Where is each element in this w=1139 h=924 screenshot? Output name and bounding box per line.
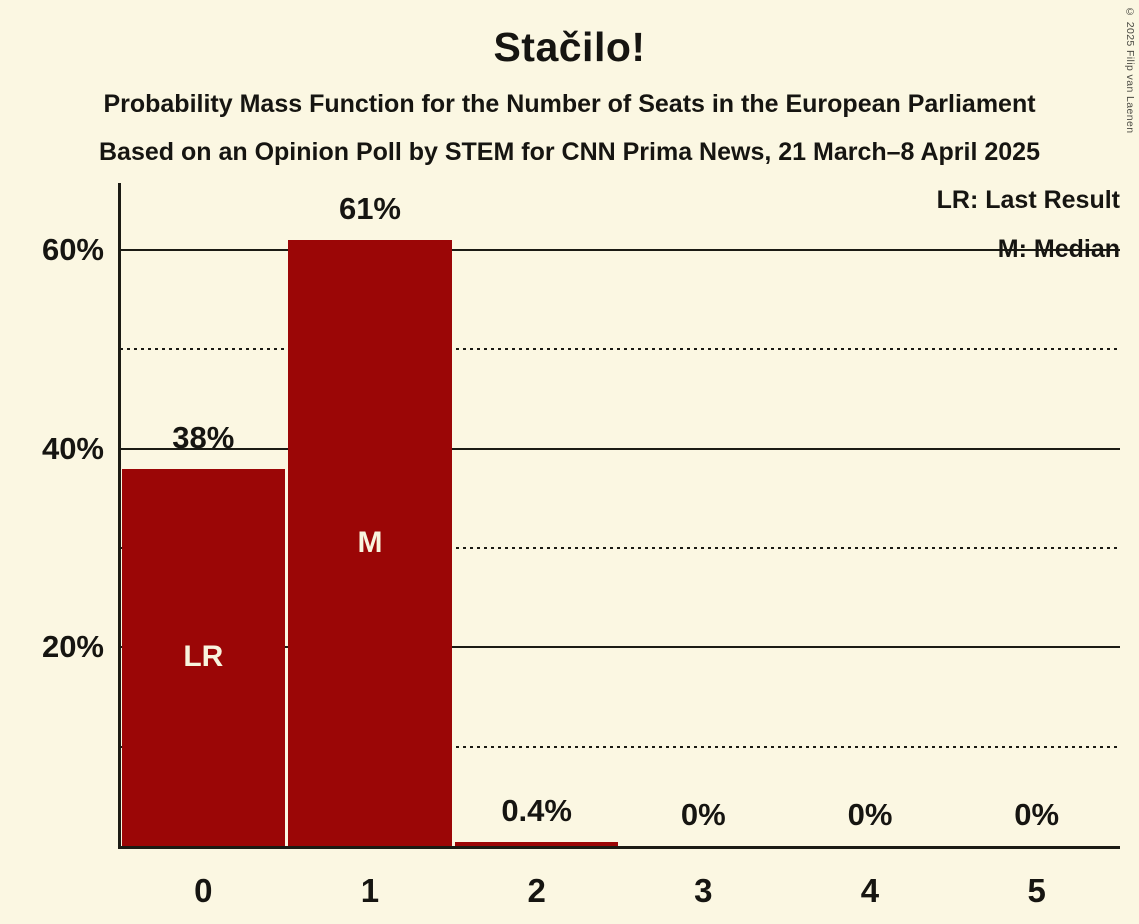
gridline-major-20pct: [120, 646, 1120, 649]
bar-seats-0: [121, 468, 286, 846]
x-axis-tick-label: 2: [527, 872, 546, 909]
chart-title: Stačilo!: [493, 24, 646, 70]
y-axis-tick-label: 40%: [41, 430, 104, 466]
gridline-major-60pct: [120, 249, 1120, 251]
bar-annotation-label-lr: LR: [183, 640, 224, 674]
x-axis-tick-label: 0: [194, 872, 213, 909]
bar-value-label-5: 0%: [1014, 797, 1060, 832]
bar-value-label-1: 61%: [338, 191, 401, 227]
bar-annotation-label-m: M: [357, 526, 383, 560]
x-axis-tick-label: 1: [360, 872, 380, 909]
y-axis-tick-label: 60%: [41, 232, 104, 267]
x-axis-tick-label: 4: [860, 872, 880, 909]
bar-value-label-2: 0.4%: [501, 793, 572, 829]
y-axis-line: [118, 183, 121, 849]
bar-value-label-4: 0%: [847, 797, 893, 832]
y-axis-tick-label: 20%: [41, 629, 104, 665]
bar-seats-2: [454, 842, 619, 846]
bar-seats-1: [288, 240, 452, 846]
gridline-major-40pct: [120, 447, 1120, 450]
x-axis-tick-label: 3: [694, 872, 713, 909]
bar-value-label-3: 0%: [680, 797, 726, 832]
gridline-minor-10pct: [120, 745, 1120, 748]
chart-subtitle-line1: Probability Mass Function for the Number…: [103, 90, 1036, 118]
chart-subtitle-line2: Based on an Opinion Poll by STEM for CNN…: [99, 138, 1040, 166]
legend-last-result: LR: Last Result: [936, 186, 1120, 214]
gridline-minor-30pct: [120, 547, 1120, 549]
x-axis-line: [118, 846, 1120, 849]
gridline-minor-50pct: [120, 348, 1120, 351]
bar-value-label-0: 38%: [172, 419, 235, 455]
copyright-note: © 2025 Filip van Laenen: [1124, 6, 1136, 134]
x-axis-tick-label: 5: [1027, 872, 1046, 909]
legend-median: M: Median: [997, 235, 1120, 263]
